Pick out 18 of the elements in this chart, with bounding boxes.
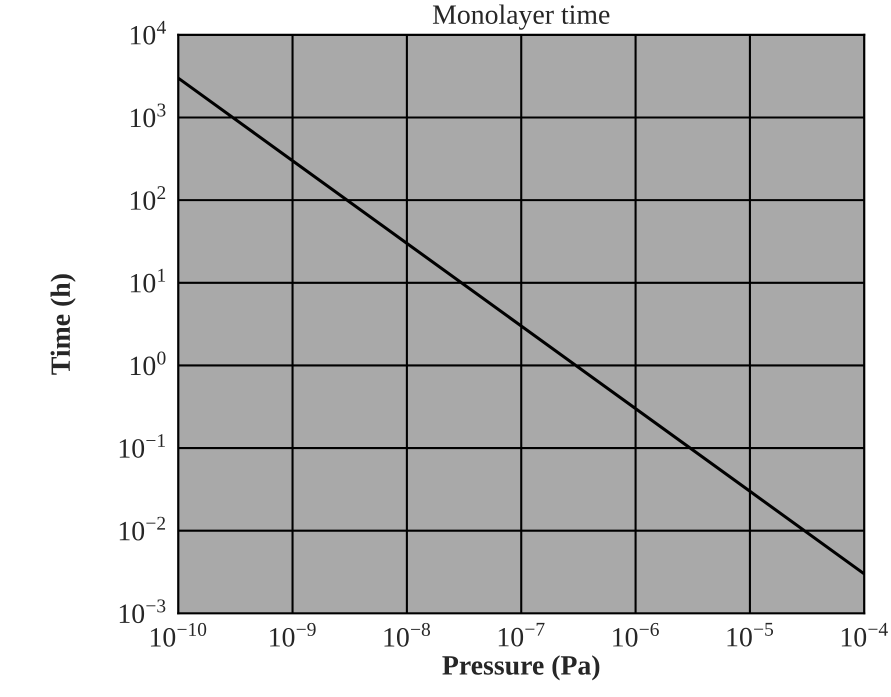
x-axis-title: Pressure (Pa): [442, 655, 600, 680]
y-tick-label: 10$^{1}$: [130, 268, 166, 293]
y-tick-label: 10$^{−2}$: [120, 516, 166, 541]
x-tick-label: 10$^{−8}$: [384, 622, 430, 647]
y-tick-label: 10$^{2}$: [130, 186, 166, 210]
chart-title: Monolayer time: [432, 4, 610, 30]
y-tick-label: 10$^{−1}$: [120, 434, 165, 458]
y-tick-label: 10$^{4}$: [130, 20, 166, 45]
x-tick-label: 10$^{−6}$: [613, 622, 659, 647]
y-tick-label: 10$^{0}$: [130, 351, 166, 376]
x-tick-label: 10$^{−9}$: [270, 622, 316, 647]
y-tick-label: 10$^{−3}$: [120, 599, 166, 624]
y-tick-label: 10$^{3}$: [130, 104, 166, 128]
x-tick-label: 10$^{−5}$: [728, 622, 774, 647]
x-tick-label: 10$^{−10}$: [150, 622, 206, 647]
y-axis-title: Time (h): [50, 274, 76, 375]
x-tick-label: 10$^{−4}$: [842, 622, 888, 647]
x-tick-label: 10$^{−7}$: [498, 622, 545, 647]
